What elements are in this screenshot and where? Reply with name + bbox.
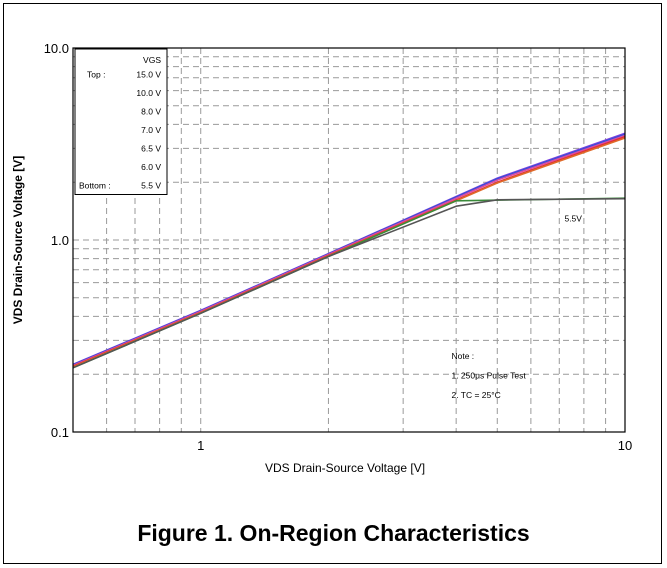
- annotation-text: 5.5V: [564, 213, 582, 223]
- y-tick-label: 10.0: [44, 41, 69, 56]
- legend-entry: 6.0 V: [141, 162, 161, 172]
- legend-title: VGS: [143, 55, 161, 65]
- legend-entry: 6.5 V: [141, 144, 161, 154]
- legend-entry: 7.0 V: [141, 125, 161, 135]
- x-tick-label: 1: [197, 438, 204, 453]
- legend-entry: 5.5 V: [141, 181, 161, 191]
- legend-prefix: Bottom :: [79, 181, 111, 191]
- annotation-text: Note :: [451, 351, 474, 361]
- x-tick-label: 10: [618, 438, 632, 453]
- annotation-text: 2. TC = 25°C: [451, 390, 500, 400]
- legend-entry: 15.0 V: [136, 70, 161, 80]
- series-line: [72, 134, 626, 367]
- legend-entry: 10.0 V: [136, 88, 161, 98]
- series-line: [72, 197, 626, 369]
- chart: 1 10 0.1 1.0 10.0 VDS Drain-Source Voltage [V…: [11, 41, 632, 475]
- y-axis-label: VDS Drain-Source Voltage [V]: [11, 156, 25, 324]
- x-axis-label: VDS Drain-Source Voltage [V]: [265, 461, 425, 475]
- y-tick-label: 1.0: [51, 233, 69, 248]
- plot-border: [72, 47, 626, 433]
- legend-prefix: Top :: [87, 70, 105, 80]
- legend-entry: 8.0 V: [141, 107, 161, 117]
- figure-caption: Figure 1. On-Region Characteristics: [137, 520, 530, 546]
- annotation-text: 1. 250μs Pulse Test: [451, 370, 526, 380]
- y-tick-label: 0.1: [51, 425, 69, 440]
- legend-box: [74, 48, 168, 195]
